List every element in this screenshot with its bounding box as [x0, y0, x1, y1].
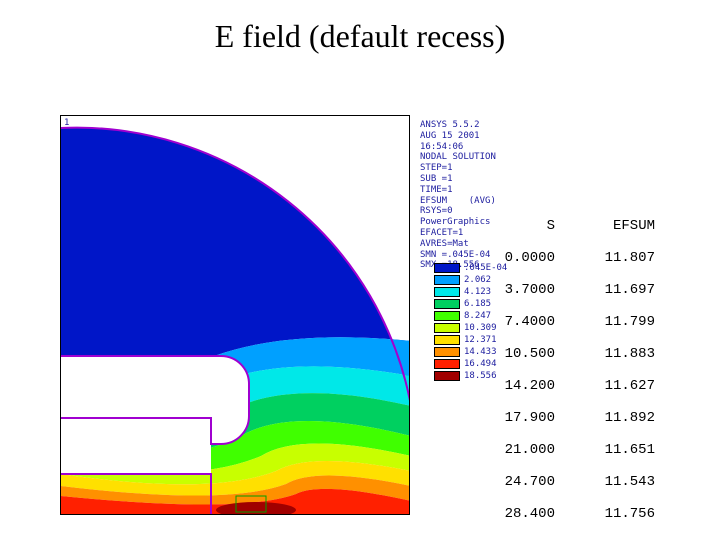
cell-efsum: 11.892: [575, 410, 655, 426]
table-row: 28.40011.756: [490, 498, 655, 530]
plot-corner-number: 1: [64, 118, 69, 128]
table-row: 0.000011.807: [490, 242, 655, 274]
table-row: 3.700011.697: [490, 274, 655, 306]
cell-s: 24.700: [490, 474, 575, 490]
legend-label: 2.062: [464, 275, 491, 285]
results-table: S EFSUM 0.000011.8073.700011.6977.400011…: [490, 210, 655, 530]
cell-s: 0.0000: [490, 250, 575, 266]
legend-swatch: [434, 275, 460, 285]
table-header-s: S: [490, 218, 575, 234]
legend-swatch: [434, 323, 460, 333]
legend-swatch: [434, 347, 460, 357]
cell-efsum: 11.807: [575, 250, 655, 266]
cell-efsum: 11.651: [575, 442, 655, 458]
table-row: 10.50011.883: [490, 338, 655, 370]
cell-efsum: 11.883: [575, 346, 655, 362]
cell-s: 14.200: [490, 378, 575, 394]
legend-label: 6.185: [464, 299, 491, 309]
cell-efsum: 11.697: [575, 282, 655, 298]
legend-label: 4.123: [464, 287, 491, 297]
cell-efsum: 11.756: [575, 506, 655, 522]
cell-s: 3.7000: [490, 282, 575, 298]
page-title: E field (default recess): [0, 18, 720, 55]
cell-efsum: 11.627: [575, 378, 655, 394]
cell-s: 21.000: [490, 442, 575, 458]
table-header-efsum: EFSUM: [575, 218, 655, 234]
legend-swatch: [434, 371, 460, 381]
legend-swatch: [434, 287, 460, 297]
cell-efsum: 11.799: [575, 314, 655, 330]
channel: [61, 418, 211, 474]
cell-s: 7.4000: [490, 314, 575, 330]
legend-label: 8.247: [464, 311, 491, 321]
table-row: 21.00011.651: [490, 434, 655, 466]
cell-efsum: 11.543: [575, 474, 655, 490]
cell-s: 10.500: [490, 346, 575, 362]
table-row: 14.20011.627: [490, 370, 655, 402]
table-row: 7.400011.799: [490, 306, 655, 338]
legend-swatch: [434, 299, 460, 309]
legend-swatch: [434, 263, 460, 273]
contour-plot: [60, 115, 410, 515]
table-row: 17.90011.892: [490, 402, 655, 434]
cell-s: 28.400: [490, 506, 575, 522]
legend-swatch: [434, 335, 460, 345]
cell-s: 17.900: [490, 410, 575, 426]
table-row: 24.70011.543: [490, 466, 655, 498]
legend-swatch: [434, 311, 460, 321]
ansys-header-block: ANSYS 5.5.2 AUG 15 2001 16:54:06 NODAL S…: [420, 120, 496, 271]
legend-swatch: [434, 359, 460, 369]
